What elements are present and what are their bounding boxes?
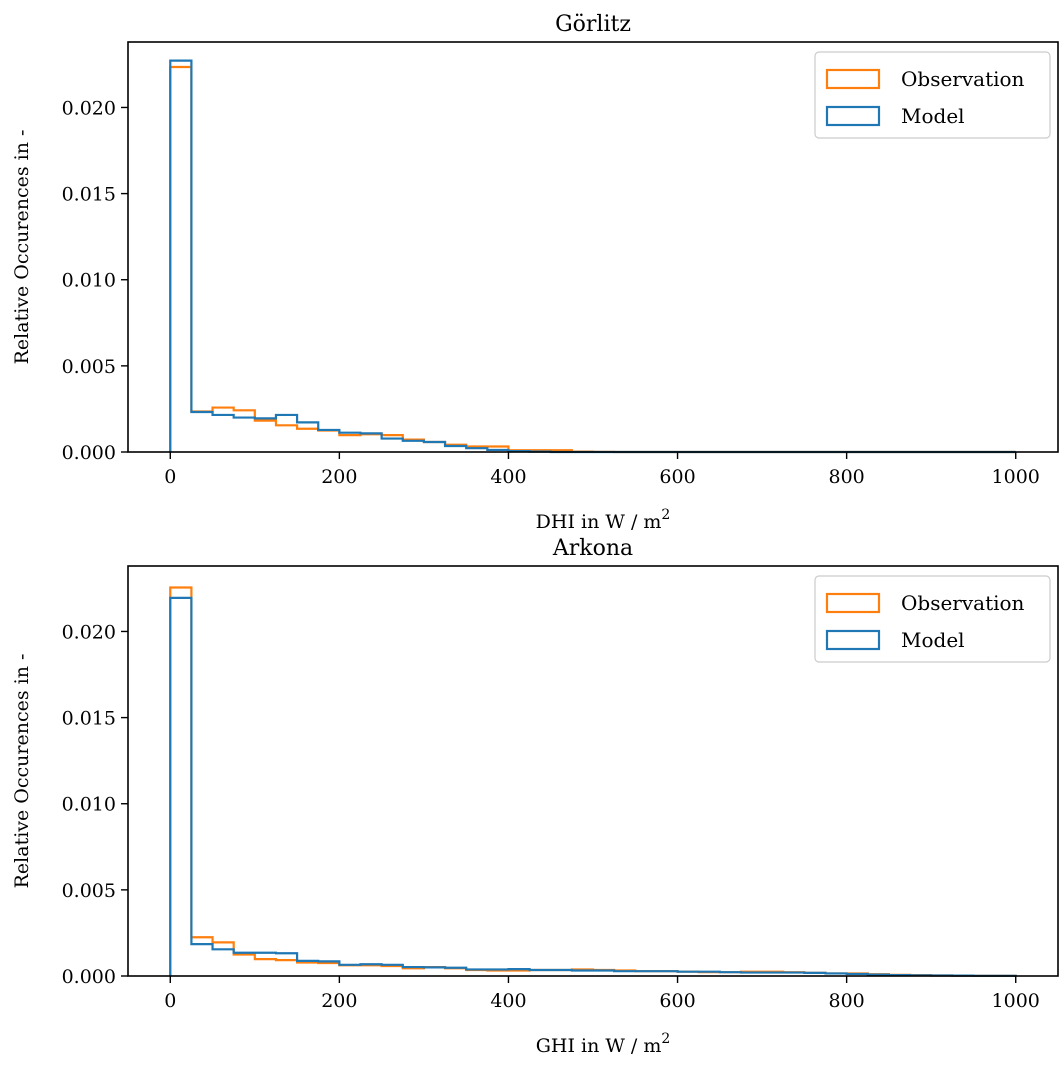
panel-gorlitz: Görlitz 0 200 400 600 800 1000 0.000 0.005 0.010 0…	[11, 12, 1059, 533]
x-tick-label: 600	[659, 466, 695, 488]
x-axis-label-text: GHI in W / m	[536, 1035, 662, 1057]
legend-swatch-model	[825, 629, 881, 651]
chart-title: Arkona	[552, 536, 633, 561]
legend-swatch-observation	[825, 68, 881, 90]
x-tick-label: 400	[490, 466, 526, 488]
y-tick-label: 0.020	[62, 621, 116, 643]
x-tick-label: 0	[164, 990, 176, 1012]
x-tick-label: 200	[321, 990, 357, 1012]
y-tick-label: 0.000	[62, 966, 116, 988]
legend-label-observation: Observation	[901, 67, 1025, 91]
y-tick-label: 0.010	[62, 794, 116, 816]
panel-arkona: Arkona 0 200 400 600 800 1000 0.000 0.005 0.010 0.…	[11, 536, 1059, 1057]
y-tick-label: 0.015	[62, 708, 116, 730]
y-tick-label: 0.005	[62, 880, 116, 902]
x-tick-label: 1000	[992, 466, 1040, 488]
legend-box	[814, 575, 1051, 663]
legend: Observation Model	[814, 51, 1051, 139]
legend: Observation Model	[814, 575, 1051, 663]
legend-box	[814, 51, 1051, 139]
x-axis-label: DHI in W / m2	[536, 507, 671, 533]
y-axis-label: Relative Occurences in -	[11, 654, 33, 889]
x-tick-label: 200	[321, 466, 357, 488]
x-axis-label-superscript: 2	[661, 507, 670, 523]
legend-label-model: Model	[901, 104, 965, 128]
x-tick-label: 800	[829, 990, 865, 1012]
legend-label-observation: Observation	[901, 591, 1025, 615]
x-tick-label: 800	[829, 466, 865, 488]
x-tick-label: 600	[659, 990, 695, 1012]
axes-frame	[127, 565, 1059, 977]
x-tick-label: 1000	[992, 990, 1040, 1012]
y-tick-label: 0.000	[62, 442, 116, 464]
x-tick-label: 400	[490, 990, 526, 1012]
y-tick-label: 0.015	[62, 184, 116, 206]
axes-frame	[127, 41, 1059, 453]
legend-label-model: Model	[901, 628, 965, 652]
legend-swatch-model	[825, 105, 881, 127]
x-tick-label: 0	[164, 466, 176, 488]
x-axis-label-superscript: 2	[661, 1031, 670, 1047]
series-model-line	[169, 596, 1017, 977]
x-axis-label: GHI in W / m2	[536, 1031, 671, 1057]
chart-title: Görlitz	[555, 12, 631, 37]
x-axis-label-text: DHI in W / m	[536, 511, 662, 533]
y-tick-label: 0.020	[62, 97, 116, 119]
y-tick-label: 0.005	[62, 356, 116, 378]
legend-swatch-observation	[825, 592, 881, 614]
y-tick-label: 0.010	[62, 270, 116, 292]
y-axis-label: Relative Occurences in -	[11, 130, 33, 365]
